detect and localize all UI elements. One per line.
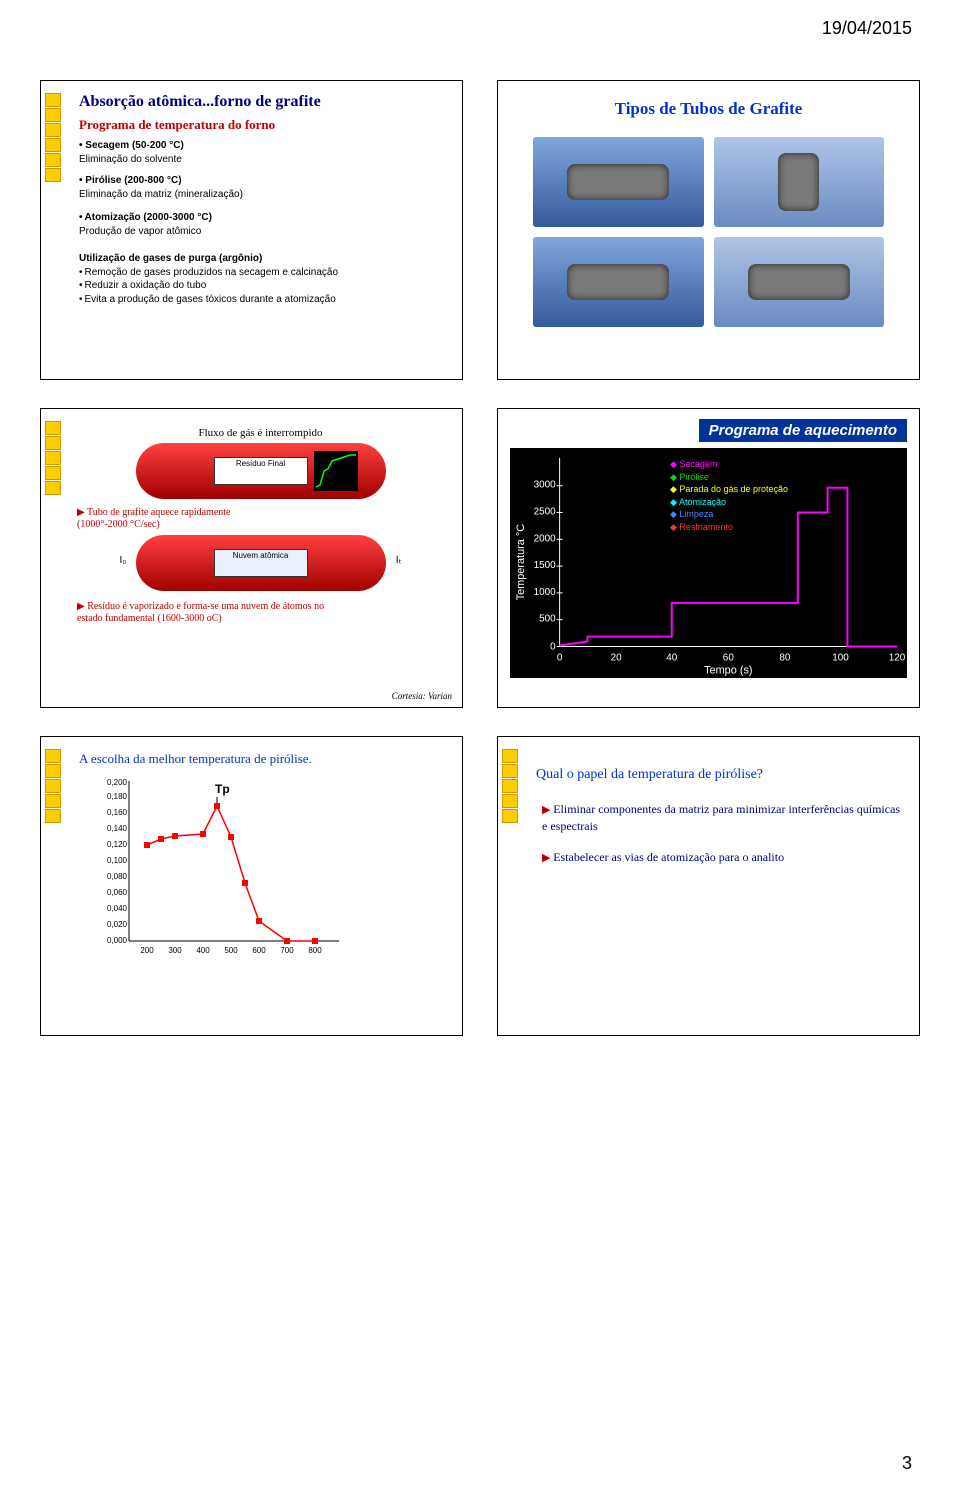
svg-text:0,000: 0,000 [107, 936, 128, 945]
atom-window: Nuvem atômica [214, 549, 308, 577]
tube-grid [533, 137, 883, 327]
I0-label: I₀ [120, 555, 127, 566]
svg-text:0,060: 0,060 [107, 888, 128, 897]
purga-head: Utilização de gases de purga (argônio) [79, 252, 446, 266]
slide1-subtitle: Programa de temperatura do forno [79, 117, 446, 133]
svg-text:2000: 2000 [534, 533, 557, 544]
svg-text:0,180: 0,180 [107, 792, 128, 801]
legend-item: Pirólise [670, 471, 788, 484]
item-head: Pirólise (200-800 °C) [79, 174, 446, 188]
mini-chart [314, 451, 358, 491]
svg-text:Temperatura °C: Temperatura °C [515, 524, 527, 601]
legend-item: Atomização [670, 496, 788, 509]
purga-bullet: Reduzir a oxidação do tubo [79, 279, 446, 293]
svg-text:0,020: 0,020 [107, 920, 128, 929]
slide-4: Programa de aquecimento 0 500 1000 1500 … [497, 408, 920, 708]
It-label: Iₜ [396, 555, 402, 566]
page-number: 3 [902, 1453, 912, 1474]
tube-bottom: I₀ Nuvem atômica Iₜ [136, 535, 386, 591]
item-sub: Eliminação da matriz (mineralização) [79, 188, 446, 202]
svg-text:60: 60 [723, 652, 735, 663]
note1: Tubo de grafite aquece rapidamente (1000… [77, 507, 247, 531]
slide5-title: A escolha da melhor temperatura de piról… [79, 751, 446, 767]
svg-text:100: 100 [832, 652, 849, 663]
tube-image [533, 237, 703, 327]
svg-text:400: 400 [196, 946, 210, 955]
svg-text:500: 500 [224, 946, 238, 955]
accent-bar [45, 749, 61, 824]
svg-text:0: 0 [557, 652, 563, 663]
svg-text:40: 40 [666, 652, 678, 663]
slide-5: A escolha da melhor temperatura de piról… [40, 736, 463, 1036]
flow-label: Fluxo de gás é interrompido [75, 427, 446, 439]
chart-legend: Secagem Pirólise Parada do gás de proteç… [670, 458, 788, 534]
slide-2: Tipos de Tubos de Grafite [497, 80, 920, 380]
slide-6: Qual o papel da temperatura de pirólise?… [497, 736, 920, 1036]
svg-text:3000: 3000 [534, 480, 557, 491]
banner: Programa de aquecimento [699, 419, 907, 442]
tube-image [714, 137, 884, 227]
purga-bullet: Remoção de gases produzidos na secagem e… [79, 266, 446, 280]
note2: Resíduo é vaporizado e forma-se uma nuve… [77, 601, 327, 625]
slide-3: Fluxo de gás é interrompido Resíduo Fina… [40, 408, 463, 708]
svg-text:0: 0 [550, 641, 556, 652]
svg-text:20: 20 [611, 652, 623, 663]
legend-item: Parada do gás de proteção [670, 483, 788, 496]
purga-bullet: Evita a produção de gases tóxicos durant… [79, 293, 446, 307]
tube-image [533, 137, 703, 227]
slides-grid: Absorção atômica...forno de grafite Prog… [40, 80, 920, 1036]
svg-text:120: 120 [889, 652, 906, 663]
legend-item: Secagem [670, 458, 788, 471]
item-head: Secagem (50-200 °C) [79, 139, 446, 153]
svg-text:0,080: 0,080 [107, 872, 128, 881]
svg-text:300: 300 [168, 946, 182, 955]
accent-bar [45, 421, 61, 496]
item-sub: Eliminação do solvente [79, 153, 446, 167]
pyrolysis-chart: 0,000 0,020 0,040 0,060 0,080 0,100 0,120 0,1… [87, 773, 347, 963]
accent-bar [502, 749, 518, 824]
heating-chart: 0 500 1000 1500 2000 2500 3000 0 20 40 [510, 448, 907, 678]
svg-text:0,100: 0,100 [107, 856, 128, 865]
slide6-item: Eliminar componentes da matriz para mini… [542, 801, 903, 835]
svg-text:500: 500 [539, 614, 556, 625]
slide-1: Absorção atômica...forno de grafite Prog… [40, 80, 463, 380]
svg-text:1000: 1000 [534, 587, 557, 598]
svg-text:600: 600 [252, 946, 266, 955]
svg-text:1500: 1500 [534, 560, 557, 571]
legend-item: Resfriamento [670, 521, 788, 534]
item-head: Atomização (2000-3000 °C) [79, 211, 446, 225]
slide1-title: Absorção atômica...forno de grafite [79, 93, 446, 111]
date-header: 19/04/2015 [822, 18, 912, 39]
tube-top: Resíduo Final [136, 443, 386, 499]
svg-text:80: 80 [779, 652, 791, 663]
slide6-item: Estabelecer as vias de atomização para o… [542, 849, 903, 866]
residuo-window: Resíduo Final [214, 457, 308, 485]
svg-text:0,140: 0,140 [107, 824, 128, 833]
svg-text:200: 200 [140, 946, 154, 955]
svg-text:2500: 2500 [534, 506, 557, 517]
svg-text:0,200: 0,200 [107, 778, 128, 787]
slide6-title: Qual o papel da temperatura de pirólise? [536, 767, 903, 783]
slide2-title: Tipos de Tubos de Grafite [514, 99, 903, 119]
svg-text:Tp: Tp [215, 782, 230, 796]
svg-text:800: 800 [308, 946, 322, 955]
svg-text:0,120: 0,120 [107, 840, 128, 849]
svg-text:0,160: 0,160 [107, 808, 128, 817]
svg-text:0,040: 0,040 [107, 904, 128, 913]
tube-image [714, 237, 884, 327]
svg-text:700: 700 [280, 946, 294, 955]
accent-bar [45, 93, 61, 183]
courtesy-label: Cortesia: Varian [392, 691, 452, 701]
item-sub: Produção de vapor atômico [79, 225, 446, 239]
legend-item: Limpeza [670, 508, 788, 521]
svg-text:Tempo (s): Tempo (s) [704, 664, 752, 676]
